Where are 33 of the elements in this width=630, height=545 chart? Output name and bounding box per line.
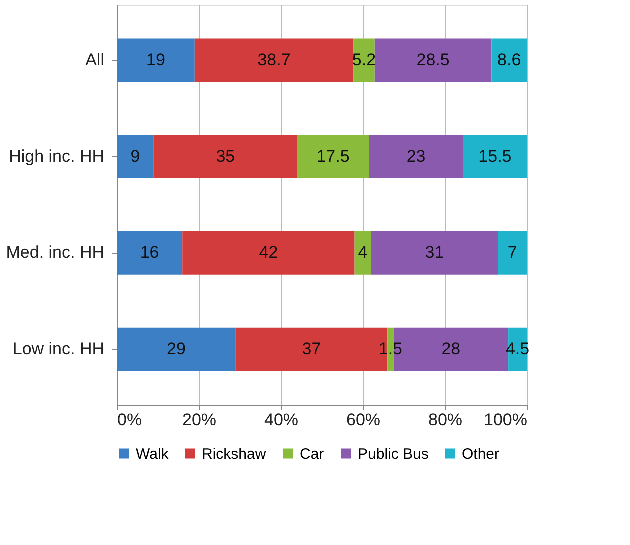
y-tick-label: All: [86, 50, 104, 70]
data-label: 31: [425, 243, 444, 262]
data-label: 4: [358, 243, 368, 262]
data-label: 38.7: [258, 50, 291, 70]
y-tick-label: Med. inc. HH: [6, 243, 104, 262]
data-label: 28.5: [416, 50, 450, 70]
legend-label: Car: [300, 446, 324, 463]
y-tick-label: Low inc. HH: [12, 340, 104, 359]
legend-label: Public Bus: [358, 446, 429, 463]
x-tick-label: 40%: [264, 410, 299, 430]
data-label: 42: [259, 243, 278, 262]
x-tick-label: 100%: [484, 410, 528, 430]
data-label: 37: [302, 340, 322, 359]
data-label: 17.5: [316, 146, 350, 166]
data-label: 1.5: [378, 340, 402, 359]
x-tick-label: 60%: [346, 410, 381, 430]
legend-label: Other: [462, 446, 500, 463]
x-tick-label: 0%: [118, 410, 142, 430]
data-label: 35: [216, 146, 236, 166]
data-label: 7: [508, 243, 518, 262]
x-tick-label: 20%: [182, 410, 217, 430]
x-tick-label: 80%: [428, 410, 463, 430]
legend-label: Walk: [136, 446, 170, 463]
legend-label: Rickshaw: [202, 446, 266, 463]
data-label: 16: [140, 243, 160, 262]
data-label: 23: [406, 146, 426, 166]
data-label: 28: [442, 340, 461, 359]
data-label: 19: [146, 50, 166, 70]
y-tick-label: High inc. HH: [9, 146, 104, 166]
data-label: 29: [166, 340, 186, 359]
data-label: 15.5: [478, 146, 512, 166]
data-label: 8.6: [498, 50, 522, 70]
data-label: 9: [130, 146, 140, 166]
